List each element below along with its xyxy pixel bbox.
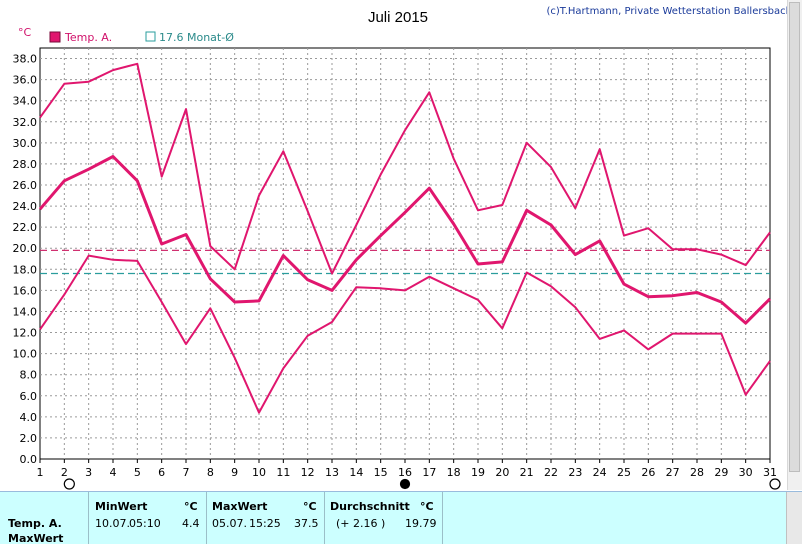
x-tick-label: 31 [763,466,777,479]
chart-title: Juli 2015 [368,9,428,26]
y-axis-ticks: 0.0 2.0 4.0 6.0 8.0 10.0 12.0 14.0 16.0 18.0 20.0 2… [13,53,38,466]
x-tick-label: 14 [349,466,363,479]
y-tick-label: 16.0 [13,284,38,297]
reference-lines [40,249,770,275]
min-header: MinWert [95,500,148,513]
series-line-temp-a [38,155,772,325]
legend-average-swatch [145,31,156,42]
x-tick-label: 17 [422,466,436,479]
y-tick-label: 34.0 [13,95,38,108]
y-tick-label: 26.0 [13,179,38,192]
y-unit-label: °C [18,26,32,39]
full-moon-icon [769,478,781,490]
new-moon-icon [399,478,411,490]
x-tick-label: 12 [301,466,315,479]
x-tick-label: 27 [666,466,680,479]
stats-footer: Temp. A. MaxWert MinWert °C 10.07. 05:10… [0,491,802,545]
x-tick-label: 29 [714,466,728,479]
legend-average-label: 17.6 Monat-Ø [159,31,234,44]
x-tick-label: 16 [398,466,412,479]
x-tick-label: 6 [158,466,165,479]
y-tick-label: 8.0 [20,369,38,382]
moon-markers [63,478,781,490]
series-group [38,62,772,414]
chart-grid [39,47,771,460]
x-tick-label: 15 [374,466,388,479]
avg-header: Durchschnitt [330,500,410,513]
x-tick-label: 5 [134,466,141,479]
avg-unit: °C [420,500,434,513]
y-tick-label: 32.0 [13,116,38,129]
x-tick-label: 3 [85,466,92,479]
x-tick-label: 4 [110,466,117,479]
y-tick-label: 22.0 [13,221,38,234]
x-tick-label: 21 [520,466,534,479]
x-tick-label: 22 [544,466,558,479]
x-tick-label: 30 [739,466,753,479]
y-tick-label: 36.0 [13,74,38,87]
y-tick-label: 2.0 [20,432,38,445]
scrollbar-thumb[interactable] [789,2,800,472]
max-time: 15:25 [249,517,281,530]
x-tick-label: 23 [568,466,582,479]
x-tick-label: 20 [495,466,509,479]
footer-divider [206,492,207,544]
max-unit: °C [303,500,317,513]
avg-deviation: (+ 2.16 ) [336,517,386,530]
footer-scrollbar[interactable] [786,492,802,544]
x-tick-label: 1 [37,466,44,479]
min-unit: °C [184,500,198,513]
x-tick-label: 28 [690,466,704,479]
legend-series-swatch [49,31,61,43]
series-line-min [39,254,771,414]
footer-row-label-2: MaxWert [8,532,64,545]
max-date: 05.07. [212,517,247,530]
y-tick-label: 6.0 [20,390,38,403]
y-tick-label: 24.0 [13,200,38,213]
x-tick-label: 24 [593,466,607,479]
x-tick-label: 13 [325,466,339,479]
y-tick-label: 14.0 [13,305,38,318]
footer-divider [324,492,325,544]
min-value: 4.4 [182,517,200,530]
max-header: MaxWert [212,500,268,513]
y-tick-label: 20.0 [13,242,38,255]
min-time: 05:10 [129,517,161,530]
full-moon-icon [63,478,75,490]
copyright-text: (c)T.Hartmann, Private Wetterstation Bal… [546,6,792,17]
y-tick-label: 4.0 [20,411,38,424]
footer-divider [88,492,89,544]
y-tick-label: 28.0 [13,158,38,171]
x-tick-label: 9 [231,466,238,479]
y-tick-label: 12.0 [13,327,38,340]
x-tick-label: 8 [207,466,214,479]
x-tick-label: 11 [276,466,290,479]
x-tick-label: 26 [641,466,655,479]
legend-series-label: Temp. A. [64,31,112,44]
x-tick-label: 10 [252,466,266,479]
y-tick-label: 0.0 [20,453,38,466]
footer-divider [442,492,443,544]
max-value: 37.5 [294,517,319,530]
x-tick-label: 25 [617,466,631,479]
temperature-chart: Juli 2015 (c)T.Hartmann, Private Wetters… [13,6,792,490]
x-tick-label: 2 [61,466,68,479]
min-date: 10.07. [95,517,130,530]
y-tick-label: 38.0 [13,53,38,66]
y-tick-label: 30.0 [13,137,38,150]
series-line-max [39,62,771,275]
y-tick-label: 10.0 [13,348,38,361]
x-axis-ticks: 1 2 3 4 5 6 7 8 9 10 11 12 13 14 15 16 17 18 19 20 21 22 23 24 2… [37,459,777,479]
avg-value: 19.79 [405,517,437,530]
x-tick-label: 19 [471,466,485,479]
footer-row-label-1: Temp. A. [8,517,62,530]
y-tick-label: 18.0 [13,263,38,276]
x-tick-label: 7 [183,466,190,479]
x-tick-label: 18 [447,466,461,479]
